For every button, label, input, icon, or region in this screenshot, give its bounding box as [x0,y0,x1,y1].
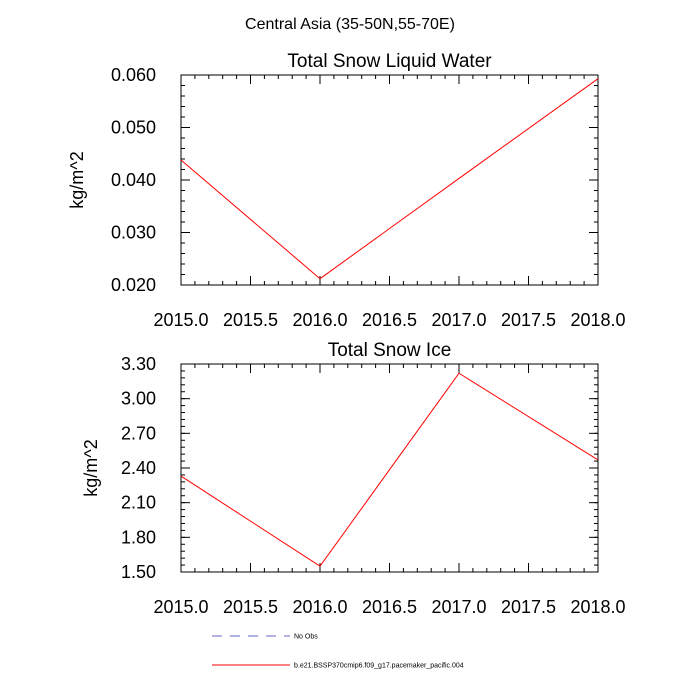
series-line [180,372,599,567]
x-tick-label: 2016.0 [292,597,347,617]
series-line [180,78,599,280]
x-tick-label: 2015.0 [153,310,208,330]
y-tick-label: 0.040 [111,170,156,190]
x-tick-label: 2016.5 [362,597,417,617]
panel-1: Total Snow Liquid Water 2015.0 2015.5 2016.… [67,51,626,330]
y-tick-label: 0.060 [111,65,156,85]
x-tick-label: 2018.0 [570,310,625,330]
legend-item: No Obs [212,634,318,641]
y-tick-label: 2.70 [121,423,156,443]
y-tick-label: 3.00 [121,389,156,409]
y-tick-label: 0.030 [111,223,156,243]
figure-title: Central Asia (35-50N,55-70E) [245,16,455,33]
legend: No Obs b.e21.BSSP370cmip6.f09_g17.pacemak… [212,634,464,670]
x-tick-label: 2015.0 [153,597,208,617]
plot-frame [180,363,599,573]
y-tick-label: 0.050 [111,118,156,138]
x-tick-label: 2016.0 [292,310,347,330]
legend-label: b.e21.BSSP370cmip6.f09_g17.pacemaker_pac… [294,663,464,670]
y-axis-label: kg/m^2 [81,439,101,496]
legend-label: No Obs [294,634,318,641]
x-tick-label: 2017.5 [501,597,556,617]
panel-title: Total Snow Liquid Water [287,51,492,72]
y-tick-label: 2.40 [121,458,156,478]
x-tick-label: 2017.0 [431,310,486,330]
plot-frame [180,74,599,286]
y-tick-label: 1.80 [121,527,156,547]
x-tick-label: 2017.5 [501,310,556,330]
y-tick-label: 0.020 [111,275,156,295]
x-tick-label: 2015.5 [223,597,278,617]
x-tick-label: 2018.0 [570,597,625,617]
x-tick-label: 2015.5 [223,310,278,330]
y-axis-label: kg/m^2 [67,151,87,208]
x-tick-label: 2016.5 [362,310,417,330]
panel-2: Total Snow Ice 2015.0 2015.5 2016.0 2016.5 20… [81,340,626,617]
y-tick-label: 1.50 [121,562,156,582]
y-tick-label: 2.10 [121,493,156,513]
x-tick-label: 2017.0 [431,597,486,617]
legend-item: b.e21.BSSP370cmip6.f09_g17.pacemaker_pac… [212,663,464,670]
y-tick-label: 3.30 [121,354,156,374]
panel-title: Total Snow Ice [328,340,452,361]
